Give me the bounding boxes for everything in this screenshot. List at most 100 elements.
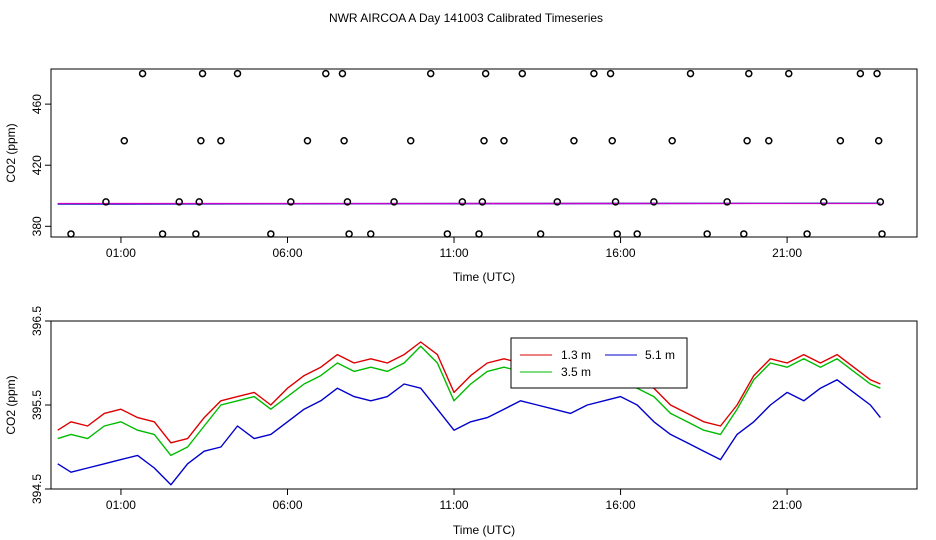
scatter-point — [458, 198, 467, 206]
y-tick-label: 460 — [30, 94, 44, 114]
scatter-point — [287, 198, 295, 206]
scatter-point — [723, 198, 731, 206]
y-tick-label: 394.5 — [30, 474, 44, 504]
series-line-1-3-m — [57, 341, 881, 444]
scatter-point — [138, 69, 147, 78]
scatter-point — [192, 230, 200, 238]
scatter-point — [478, 198, 487, 206]
x-tick-label: 21:00 — [772, 498, 802, 512]
top-circles-group — [67, 69, 886, 238]
scatter-point — [198, 69, 207, 78]
y-tick-label: 420 — [30, 155, 44, 175]
scatter-point — [819, 198, 828, 206]
top-series-group — [57, 202, 881, 205]
legend-label-3-5m: 3.5 m — [561, 365, 591, 379]
scatter-point — [606, 69, 615, 78]
series-line-5-1-m — [57, 379, 881, 486]
x-tick-label: 11:00 — [439, 246, 468, 260]
scatter-point — [590, 69, 598, 78]
scatter-point — [197, 137, 205, 145]
scatter-point — [481, 69, 490, 78]
scatter-point — [233, 69, 242, 78]
x-tick-label: 16:00 — [606, 498, 636, 512]
legend-box — [510, 337, 688, 389]
scatter-point — [158, 230, 167, 238]
scatter-point — [740, 230, 748, 238]
scatter-point — [876, 198, 885, 206]
scatter-point — [390, 198, 398, 206]
y-tick-label: 396.5 — [30, 306, 44, 336]
scatter-point — [668, 137, 676, 145]
scatter-point — [475, 230, 483, 238]
scatter-point — [217, 137, 225, 145]
top-y-axis-label: CO2 (ppm) — [4, 123, 18, 182]
bottom-y-axis: 394.5 395.5 396.5 — [30, 306, 51, 504]
scatter-point — [633, 230, 641, 238]
scatter-point — [650, 198, 658, 206]
scatter-point — [703, 230, 711, 238]
scatter-point — [743, 137, 751, 145]
x-tick-label: 06:00 — [272, 246, 302, 260]
top-x-axis: 01:00 06:00 11:00 16:00 21:00 — [106, 237, 802, 260]
scatter-point — [345, 230, 353, 238]
legend: 1.3 m 5.1 m 3.5 m — [510, 337, 688, 389]
x-tick-label: 01:00 — [106, 246, 136, 260]
scatter-point — [267, 230, 275, 238]
series-line-3-5-m — [57, 345, 881, 457]
top-x-axis-label: Time (UTC) — [453, 270, 515, 284]
scatter-point — [102, 198, 110, 206]
scatter-point — [303, 137, 312, 145]
x-tick-label: 21:00 — [772, 246, 802, 260]
scatter-point — [518, 69, 527, 78]
bottom-x-axis: 01:00 06:00 11:00 16:00 21:00 — [106, 489, 802, 512]
scatter-point — [175, 198, 183, 206]
scatter-point — [874, 137, 883, 145]
scatter-point — [856, 69, 865, 78]
scatter-point — [878, 230, 886, 238]
scatter-point — [836, 137, 845, 145]
bottom-x-axis-label: Time (UTC) — [453, 523, 515, 537]
scatter-point — [120, 137, 129, 145]
scatter-point — [613, 230, 621, 238]
scatter-point — [785, 69, 793, 78]
scatter-point — [406, 137, 415, 145]
scatter-point — [480, 137, 488, 145]
scatter-point — [611, 198, 620, 206]
scatter-point — [426, 69, 435, 78]
legend-label-5-1m: 5.1 m — [645, 348, 675, 362]
scatter-point — [500, 137, 508, 145]
scatter-point — [570, 137, 578, 145]
scatter-point — [322, 69, 330, 78]
top-y-axis: 380 420 460 — [30, 94, 51, 236]
bottom-panel: 01:00 06:00 11:00 16:00 21:00 394.5 395.5 396.… — [4, 306, 918, 537]
scatter-point — [443, 230, 452, 238]
scatter-point — [536, 230, 545, 238]
x-tick-label: 11:00 — [439, 498, 468, 512]
x-tick-label: 01:00 — [106, 498, 136, 512]
figure-title: NWR AIRCOA A Day 141003 Calibrated Times… — [329, 11, 603, 25]
scatter-point — [765, 137, 773, 145]
scatter-point — [67, 230, 75, 238]
scatter-point — [338, 69, 347, 78]
bottom-series-group — [57, 341, 881, 486]
y-tick-label: 380 — [30, 216, 44, 236]
y-tick-label: 395.5 — [30, 390, 44, 420]
scatter-point — [367, 230, 375, 238]
top-panel: 01:00 06:00 11:00 16:00 21:00 380 420 460 Time… — [4, 68, 918, 284]
bottom-plot-frame — [50, 320, 918, 490]
top-plot-frame — [50, 68, 918, 238]
legend-label-1-3m: 1.3 m — [561, 348, 591, 362]
x-tick-label: 06:00 — [272, 498, 302, 512]
scatter-point — [803, 230, 811, 238]
scatter-point — [745, 69, 753, 78]
scatter-point — [195, 198, 203, 206]
bottom-y-axis-label: CO2 (ppm) — [4, 375, 18, 434]
scatter-point — [340, 137, 348, 145]
scatter-point — [873, 69, 881, 78]
x-tick-label: 16:00 — [606, 246, 636, 260]
scatter-point — [686, 69, 695, 78]
scatter-point — [553, 198, 562, 206]
scatter-point — [343, 198, 352, 206]
scatter-point — [608, 137, 616, 145]
